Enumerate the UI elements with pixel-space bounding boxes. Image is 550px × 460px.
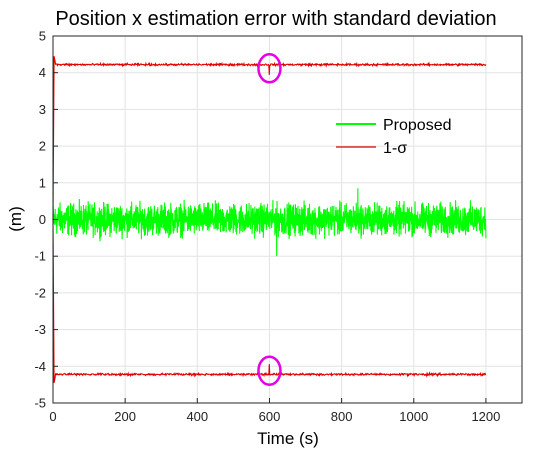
y-tick-label: 2 bbox=[39, 139, 46, 154]
y-tick-label: -3 bbox=[34, 322, 46, 337]
plot-series bbox=[52, 56, 487, 383]
y-axis-label: (m) bbox=[6, 206, 25, 231]
x-axis-label: Time (s) bbox=[257, 429, 319, 448]
y-tick-label: 0 bbox=[39, 212, 46, 227]
x-tick-label: 1000 bbox=[399, 409, 428, 424]
x-tick-label: 400 bbox=[186, 409, 208, 424]
legend-label-sigma: 1-σ bbox=[383, 140, 407, 157]
chart-title: Position x estimation error with standar… bbox=[55, 8, 496, 30]
series-line-sigma-lower bbox=[52, 219, 486, 383]
y-tick-label: -1 bbox=[34, 249, 46, 264]
y-tick-label: -5 bbox=[34, 396, 46, 411]
x-tick-label: 600 bbox=[259, 409, 281, 424]
axis-ticks: 0 200 400 600 800 1000 1200 -5 -4 -3 -2 -1 0 1 2 3 4 5 bbox=[34, 29, 523, 424]
annotations bbox=[257, 53, 282, 386]
y-tick-label: 3 bbox=[39, 102, 46, 117]
x-tick-label: 200 bbox=[114, 409, 136, 424]
legend-label-proposed: Proposed bbox=[383, 117, 452, 134]
y-tick-label: 5 bbox=[39, 29, 46, 44]
x-tick-label: 1200 bbox=[471, 409, 500, 424]
y-tick-label: 1 bbox=[39, 175, 46, 190]
x-tick-label: 0 bbox=[49, 409, 56, 424]
x-tick-label: 800 bbox=[331, 409, 353, 424]
annotation-ellipse-lower bbox=[257, 355, 282, 386]
annotation-ellipse-upper bbox=[257, 53, 282, 84]
legend: Proposed 1-σ bbox=[336, 117, 452, 157]
y-tick-label: 4 bbox=[39, 65, 46, 80]
series-line-sigma-upper bbox=[52, 56, 487, 220]
series-line-proposed bbox=[52, 188, 487, 257]
y-tick-label: -2 bbox=[34, 285, 46, 300]
y-tick-label: -4 bbox=[34, 359, 46, 374]
